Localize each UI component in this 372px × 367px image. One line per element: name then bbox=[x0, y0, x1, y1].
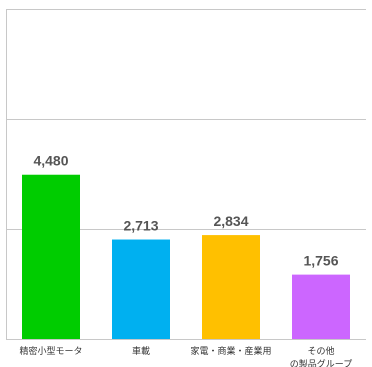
bars bbox=[22, 174, 350, 339]
value-label-2: 2,713 bbox=[123, 218, 158, 234]
category-label-4-line-2: の製品グループ bbox=[290, 358, 352, 367]
value-label-1: 4,480 bbox=[33, 153, 68, 169]
bar-3 bbox=[202, 235, 260, 339]
category-label-4-line-1: その他 bbox=[307, 345, 334, 357]
category-label-2: 車載 bbox=[132, 345, 150, 357]
category-label-1: 精密小型モータ bbox=[19, 345, 82, 357]
bar-2 bbox=[112, 239, 170, 339]
value-label-4: 1,756 bbox=[303, 253, 338, 269]
value-labels: 4,480 2,713 2,834 1,756 bbox=[33, 153, 338, 269]
category-label-3: 家電・商業・産業用 bbox=[190, 345, 271, 357]
bar-1 bbox=[22, 174, 80, 339]
bar-4 bbox=[292, 274, 350, 339]
value-label-3: 2,834 bbox=[213, 213, 248, 229]
